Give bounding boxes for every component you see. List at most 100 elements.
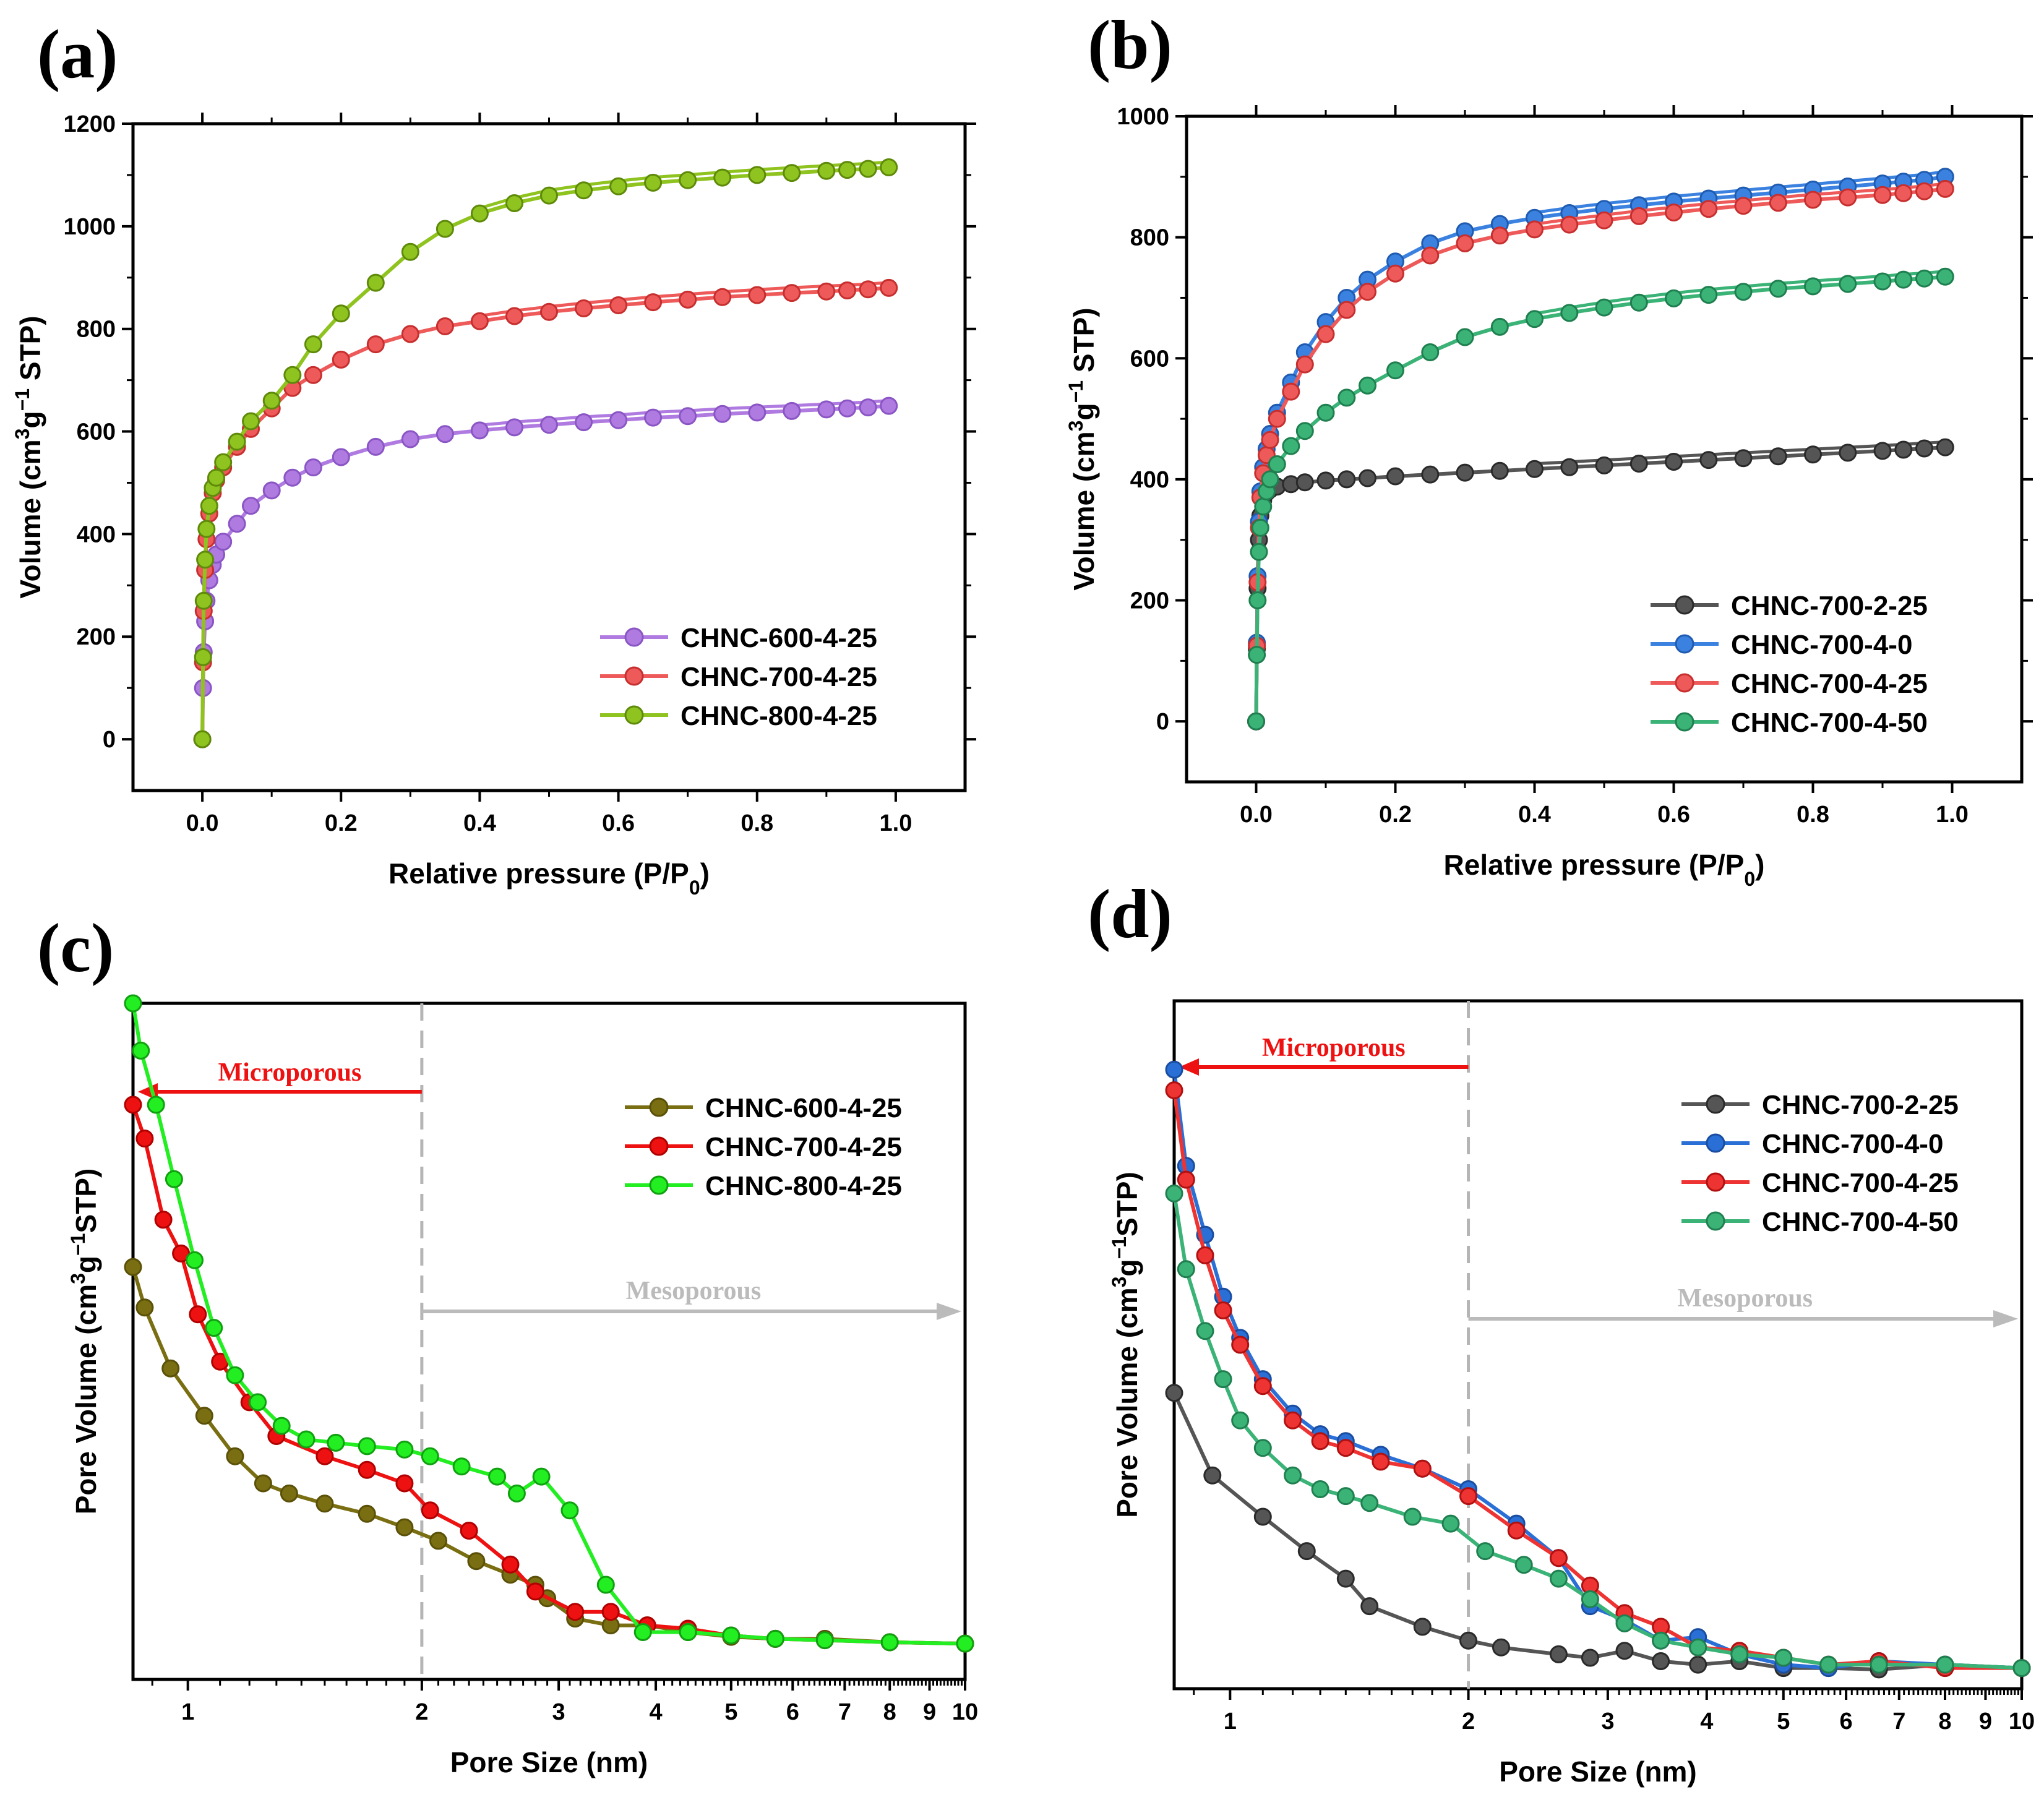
data-point	[124, 1258, 142, 1276]
legend-entry: CHNC-700-2-25	[1651, 591, 1928, 621]
data-point	[1894, 270, 1913, 289]
data-point	[1251, 518, 1269, 537]
y-tick-label: 400	[1130, 467, 1169, 493]
x-axis-title: Relative pressure (P/P0)	[1444, 849, 1765, 890]
data-point	[124, 1095, 142, 1114]
micro-annotation: Microporous	[218, 1058, 362, 1087]
data-point	[505, 307, 523, 325]
data-point	[1490, 226, 1509, 245]
micro-annotation: Microporous	[1262, 1034, 1406, 1062]
legend-entry: CHNC-700-4-25	[1651, 669, 1928, 699]
legend-label: CHNC-700-4-25	[705, 1132, 902, 1162]
x-tick-label: 2	[415, 1699, 428, 1725]
data-point	[1295, 422, 1314, 440]
data-point	[1247, 712, 1265, 731]
data-point	[859, 280, 877, 299]
series-line	[131, 1266, 966, 1646]
data-point	[452, 1457, 471, 1476]
data-point	[817, 282, 836, 301]
legend-entry: CHNC-700-2-25	[1681, 1090, 1959, 1120]
data-point	[501, 1555, 520, 1574]
x-tick-label: 5	[1777, 1709, 1790, 1734]
x-tick-label: 10	[952, 1699, 978, 1725]
x-tick-label: 4	[649, 1699, 662, 1725]
data-point	[783, 164, 801, 182]
series-CHNC-800-4-25	[193, 158, 898, 748]
data-point	[540, 302, 558, 321]
data-point	[283, 366, 302, 384]
legend-label: CHNC-700-2-25	[1731, 591, 1928, 621]
series-CHNC-600-4-25	[124, 1258, 974, 1653]
data-point	[1359, 469, 1376, 487]
legend-label: CHNC-600-4-25	[681, 623, 877, 653]
data-point	[1441, 1514, 1460, 1533]
legend-marker	[1706, 1133, 1725, 1153]
data-point	[197, 520, 216, 538]
data-point	[766, 1629, 784, 1648]
data-point	[1359, 376, 1376, 395]
data-point	[207, 468, 225, 487]
data-point	[505, 418, 523, 437]
data-point	[1873, 186, 1892, 204]
data-point	[1615, 1642, 1634, 1660]
legend-label: CHNC-700-4-25	[1731, 669, 1928, 699]
data-point	[633, 1623, 652, 1641]
data-point	[304, 366, 322, 384]
x-tick-label: 4	[1700, 1709, 1713, 1734]
data-point	[1336, 1487, 1355, 1506]
data-point	[421, 1501, 439, 1520]
data-point	[609, 411, 628, 429]
y-axis-title: Volume (cm3g−1 STP)	[1065, 307, 1100, 590]
panel-d: (d) 1 2 3 4 5 6 7 8 9 10 Microporous Mesoporous Pore …	[1088, 876, 2035, 1788]
data-point	[1165, 1081, 1183, 1100]
data-point	[1214, 1301, 1232, 1319]
y-axis-title: Pore Volume (cm3g−1STP)	[67, 1168, 102, 1515]
x-tick-label: 0.0	[186, 810, 219, 836]
data-point	[859, 160, 877, 178]
data-point	[366, 273, 385, 292]
x-tick-label: 0.4	[1518, 802, 1551, 828]
data-point	[1360, 1597, 1379, 1616]
legend-marker	[649, 1175, 669, 1195]
legend-marker	[1675, 634, 1694, 654]
data-point	[1915, 269, 1933, 288]
data-point	[226, 1447, 244, 1465]
y-axis-title: Pore Volume (cm3g−1STP)	[1108, 1172, 1143, 1518]
legend-marker	[1675, 595, 1694, 615]
data-point	[395, 1440, 414, 1459]
data-point	[460, 1522, 478, 1540]
data-point	[838, 161, 856, 179]
data-point	[1936, 267, 1954, 286]
legend-marker	[1675, 673, 1694, 693]
data-point	[609, 296, 628, 314]
data-point	[817, 400, 836, 419]
data-point	[1549, 1645, 1568, 1663]
data-point	[332, 448, 350, 466]
data-point	[436, 425, 454, 444]
data-point	[679, 407, 697, 426]
data-point	[304, 458, 322, 477]
data-point	[1894, 440, 1913, 459]
data-point	[1295, 355, 1314, 374]
x-tick-label: 0.2	[325, 810, 358, 836]
data-point	[1492, 1638, 1510, 1657]
data-point	[1526, 460, 1544, 478]
data-point	[713, 288, 732, 306]
data-point	[838, 281, 856, 299]
legend-marker	[624, 705, 644, 725]
data-point	[1248, 591, 1267, 609]
legend-label: CHNC-700-4-0	[1762, 1129, 1943, 1159]
legend-entry: CHNC-700-4-50	[1651, 708, 1928, 738]
x-tick-label: 0.8	[741, 810, 773, 836]
y-tick-label: 1000	[63, 214, 116, 240]
legend-label: CHNC-700-2-25	[1762, 1090, 1959, 1120]
data-point	[1595, 298, 1613, 317]
data-point	[1615, 1614, 1634, 1632]
data-point	[644, 293, 663, 312]
data-point	[283, 468, 302, 487]
data-point	[1560, 215, 1579, 234]
x-tick-label: 0.6	[1657, 802, 1690, 828]
data-point	[956, 1634, 974, 1653]
data-point	[575, 299, 593, 317]
data-point	[1386, 361, 1404, 380]
